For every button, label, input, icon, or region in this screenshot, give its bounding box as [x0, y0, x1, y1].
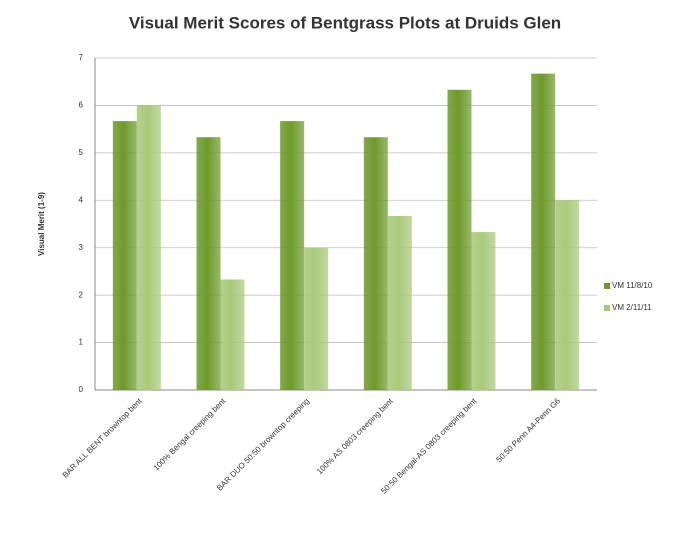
bar — [531, 73, 556, 390]
bar — [220, 279, 245, 390]
bar — [196, 137, 221, 390]
y-tick-label: 4 — [79, 195, 84, 204]
y-tick-label: 2 — [79, 290, 84, 299]
legend-label: VM 2/11/11 — [612, 303, 652, 312]
bar — [136, 105, 161, 390]
bar — [387, 215, 412, 390]
y-tick-label: 7 — [79, 53, 84, 62]
x-tick-label: BAR DUO 50:50 browntop creeping — [215, 397, 311, 493]
bar — [304, 247, 329, 390]
y-axis-title: Visual Merit (1-9) — [37, 192, 46, 256]
bar — [555, 200, 580, 390]
x-tick-label: BAR ALL BENT browntop bent — [61, 396, 145, 480]
y-tick-label: 0 — [79, 385, 84, 394]
y-tick-label: 3 — [79, 243, 84, 252]
x-tick-label: 50:50 Bengal-AS 0803 creeping bent — [379, 396, 479, 496]
bar — [363, 137, 388, 390]
bar — [447, 89, 472, 390]
y-tick-label: 6 — [79, 101, 84, 110]
legend-label: VM 11/8/10 — [612, 281, 653, 290]
legend-swatch — [604, 283, 610, 289]
bar — [112, 121, 137, 390]
bar — [471, 232, 496, 390]
bar — [280, 121, 305, 390]
x-tick-label: 50:50 Penn A4-Penn G6 — [494, 396, 562, 464]
chart-title: Visual Merit Scores of Bentgrass Plots a… — [129, 13, 561, 32]
y-tick-label: 1 — [79, 338, 84, 347]
x-tick-label: 100% Bengal creeping bent — [152, 396, 228, 472]
legend-swatch — [604, 305, 610, 311]
y-tick-label: 5 — [79, 148, 84, 157]
x-tick-label: 100% AS 0803 creeping bent — [315, 396, 395, 476]
